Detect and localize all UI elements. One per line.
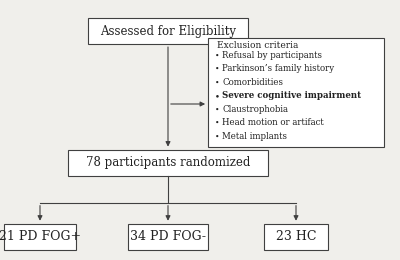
Text: •: • bbox=[215, 92, 220, 100]
Text: Comorbidities: Comorbidities bbox=[222, 78, 284, 87]
Text: •: • bbox=[215, 51, 220, 59]
Text: Claustrophobia: Claustrophobia bbox=[222, 105, 288, 114]
Text: Metal implants: Metal implants bbox=[222, 132, 288, 141]
FancyBboxPatch shape bbox=[68, 150, 268, 176]
Text: •: • bbox=[215, 119, 220, 127]
Text: •: • bbox=[215, 133, 220, 140]
Text: •: • bbox=[215, 106, 220, 113]
Text: Severe cognitive impairment: Severe cognitive impairment bbox=[222, 92, 362, 100]
Text: •: • bbox=[215, 65, 220, 73]
Text: 21 PD FOG+: 21 PD FOG+ bbox=[0, 230, 81, 243]
Text: Exclusion criteria: Exclusion criteria bbox=[217, 41, 298, 50]
Text: •: • bbox=[215, 79, 220, 86]
FancyBboxPatch shape bbox=[4, 224, 76, 250]
Text: 34 PD FOG-: 34 PD FOG- bbox=[130, 230, 206, 243]
Text: Refusal by participants: Refusal by participants bbox=[222, 51, 322, 60]
Text: 23 HC: 23 HC bbox=[276, 230, 316, 243]
FancyBboxPatch shape bbox=[208, 38, 384, 147]
FancyBboxPatch shape bbox=[88, 18, 248, 44]
Text: Parkinson’s family history: Parkinson’s family history bbox=[222, 64, 334, 73]
FancyBboxPatch shape bbox=[264, 224, 328, 250]
Text: 78 participants randomized: 78 participants randomized bbox=[86, 156, 250, 169]
Text: Head motion or artifact: Head motion or artifact bbox=[222, 119, 324, 127]
FancyBboxPatch shape bbox=[128, 224, 208, 250]
Text: Assessed for Eligibility: Assessed for Eligibility bbox=[100, 25, 236, 38]
